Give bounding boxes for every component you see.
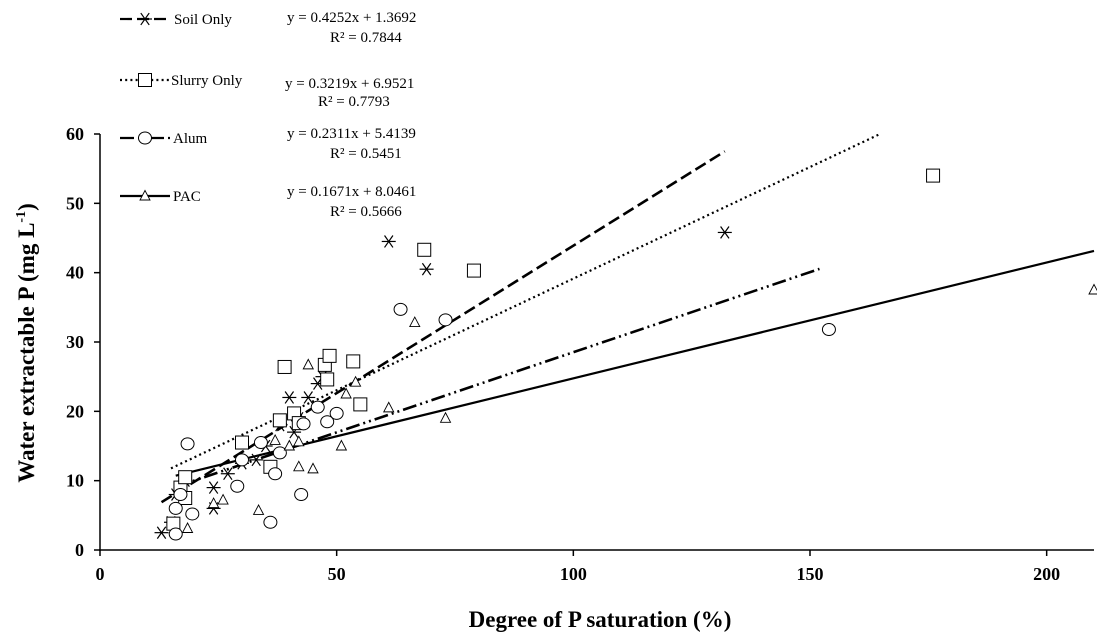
legend-marker-soil-only [138,12,152,26]
point-alum [168,501,183,515]
x-tick-label: 100 [560,564,587,584]
point-pac [181,522,194,533]
y-tick-label: 50 [66,193,84,213]
equation-slurry-only: y = 0.3219x + 6.9521 [285,76,414,92]
x-tick-label: 150 [797,564,824,584]
legend: Soil Only y = 0.4252x + 1.3692 R² = 0.7844… [120,10,416,220]
point-pac [335,439,348,451]
point-pac [207,497,220,508]
y-axis-title: Water extractable P (mg L-1) [14,203,39,483]
x-tick-label: 0 [96,564,105,584]
point-pac [293,435,305,447]
point-alum [180,437,195,451]
point-alum [263,515,278,529]
trendline-soil-only [160,150,726,504]
legend-label-slurry-only: Slurry Only [171,73,243,89]
r-squared-soil-only: R² = 0.7844 [330,30,402,46]
legend-label-soil-only: Soil Only [174,12,232,28]
point-alum [329,406,344,420]
r-squared-alum: R² = 0.5451 [330,146,402,162]
point-alum [185,507,200,521]
legend-label-alum: Alum [173,131,208,147]
data-markers [154,168,1097,541]
trendline-alum [175,267,820,489]
x-axis-title: Degree of P saturation (%) [469,607,732,632]
y-tick-label: 30 [66,332,84,352]
point-slurry-only [926,168,941,183]
point-alum [253,436,268,450]
legend-label-pac: PAC [173,189,201,205]
r-squared-pac: R² = 0.5666 [330,204,402,220]
equation-soil-only: y = 0.4252x + 1.3692 [287,10,416,26]
point-soil-only [381,235,396,248]
point-alum [268,467,283,481]
y-tick-label: 20 [66,401,84,421]
trendline-pac [175,249,1095,477]
point-soil-only [220,467,235,481]
point-pac [340,387,352,399]
legend-marker-slurry-only [138,73,152,87]
legend-marker-alum [138,131,152,145]
point-pac [217,493,229,505]
y-tick-label: 0 [75,540,84,560]
y-axis-title-main: Water extractable P (mg L [14,223,39,483]
point-soil-only [282,391,297,404]
point-slurry-only [277,359,292,374]
point-alum [272,446,287,460]
point-slurry-only [320,372,335,387]
point-alum [393,302,408,316]
point-pac [409,316,421,328]
y-axis-title-sup: -1 [14,211,29,223]
point-pac [252,504,265,515]
point-pac [307,462,319,474]
y-tick-label: 40 [66,263,84,283]
point-pac [349,375,362,387]
point-soil-only [717,226,732,239]
point-slurry-only [235,435,249,450]
point-pac [302,358,315,370]
point-soil-only [301,391,316,404]
point-slurry-only [178,470,193,485]
point-alum [296,417,311,431]
point-pac [1088,283,1097,295]
equation-pac: y = 0.1671x + 8.0461 [287,184,416,200]
point-slurry-only [272,413,287,428]
point-pac [283,439,296,451]
y-tick-label: 10 [66,471,84,491]
point-slurry-only [353,397,368,412]
y-axis-title-end: ) [14,203,39,211]
point-slurry-only [417,242,432,257]
x-tick-label: 200 [1033,564,1060,584]
x-tick-label: 50 [328,564,346,584]
point-alum [294,488,309,502]
point-pac [269,433,281,445]
point-slurry-only [322,348,337,363]
point-pac [439,411,452,423]
equation-alum: y = 0.2311x + 5.4139 [287,126,416,142]
point-slurry-only [466,263,481,278]
point-alum [438,313,453,327]
point-alum [821,323,836,337]
point-soil-only [154,526,169,539]
point-alum [173,488,188,502]
point-slurry-only [346,354,361,369]
y-tick-label: 60 [66,124,84,144]
point-pac [382,401,395,413]
point-alum [230,479,245,493]
point-soil-only [419,262,434,276]
axes: 0 10 20 30 40 50 60 0 50 100 150 200 [66,124,1094,584]
legend-marker-pac [139,189,151,201]
point-alum [235,453,249,467]
point-alum [310,400,325,414]
point-alum [320,415,335,429]
point-alum [168,527,183,541]
point-pac [293,460,305,472]
point-soil-only [206,481,221,494]
point-soil-only [249,453,264,467]
r-squared-slurry-only: R² = 0.7793 [318,94,390,110]
